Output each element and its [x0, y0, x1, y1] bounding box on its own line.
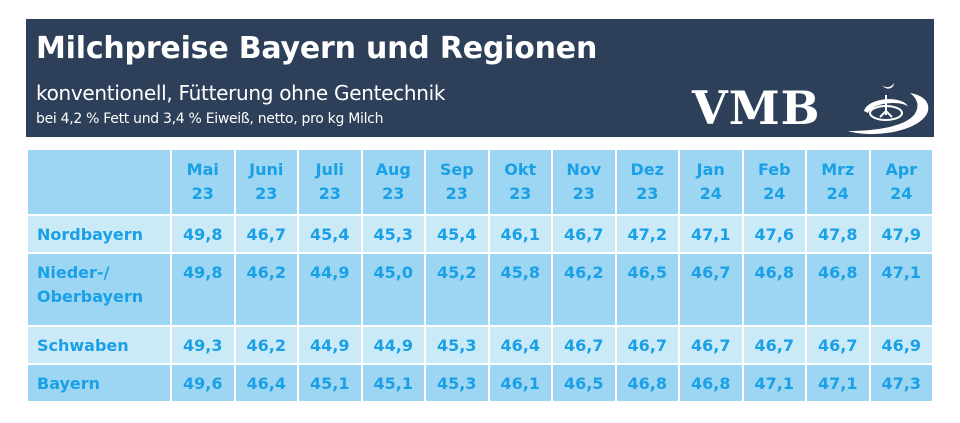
- price-cell: 49,6: [170, 363, 236, 403]
- unit-note: bei 4,2 % Fett und 3,4 % Eiweiß, netto, …: [36, 111, 384, 127]
- price-cell: 49,8: [170, 214, 236, 254]
- price-cell: 47,1: [741, 363, 807, 403]
- row-label: Schwaben: [26, 325, 172, 365]
- column-header: Mrz 24: [805, 148, 871, 216]
- price-cell: 46,2: [233, 252, 299, 327]
- price-cell: 45,1: [297, 363, 363, 403]
- price-cell: 47,8: [805, 214, 871, 254]
- price-cell: 47,2: [614, 214, 680, 254]
- page-subtitle: konventionell, Fütterung ohne Gentechnik: [36, 81, 446, 105]
- price-cell: 49,3: [170, 325, 236, 365]
- price-cell: 46,7: [678, 252, 744, 327]
- milk-price-table: Mai 23 Juni 23 Juli 23 Aug 23 Sep 23 Okt 23 No…: [26, 148, 934, 403]
- table-row-nordbayern: Nordbayern 49,8 46,7 45,4 45,3 45,4 46,1…: [26, 214, 934, 254]
- table-row-nieder-oberbayern: Nieder-/Oberbayern 49,8 46,2 44,9 45,0 4…: [26, 252, 934, 327]
- column-header: Juni 23: [233, 148, 299, 216]
- price-cell: 46,9: [868, 325, 934, 365]
- price-cell: 46,8: [741, 252, 807, 327]
- column-header: Sep 23: [424, 148, 490, 216]
- logo-text: VMB: [692, 81, 821, 135]
- column-header: Aug 23: [360, 148, 426, 216]
- price-cell: 45,8: [487, 252, 553, 327]
- price-cell: 46,8: [614, 363, 680, 403]
- price-cell: 44,9: [297, 252, 363, 327]
- corner-cell: [26, 148, 172, 216]
- price-cell: 46,8: [805, 252, 871, 327]
- price-cell: 46,7: [741, 325, 807, 365]
- price-cell: 47,1: [868, 252, 934, 327]
- price-cell: 47,3: [868, 363, 934, 403]
- price-cell: 45,4: [297, 214, 363, 254]
- table-row-schwaben: Schwaben 49,3 46,2 44,9 44,9 45,3 46,4 4…: [26, 325, 934, 365]
- row-label: Nordbayern: [26, 214, 172, 254]
- price-cell: 46,2: [551, 252, 617, 327]
- price-cell: 45,3: [424, 325, 490, 365]
- milk-drop-swirl-icon: [848, 83, 929, 135]
- price-cell: 46,2: [233, 325, 299, 365]
- price-cell: 46,8: [678, 363, 744, 403]
- price-cell: 46,4: [233, 363, 299, 403]
- column-header: Jan 24: [678, 148, 744, 216]
- price-cell: 46,5: [551, 363, 617, 403]
- price-cell: 46,1: [487, 214, 553, 254]
- row-label: Nieder-/Oberbayern: [26, 252, 172, 327]
- price-cell: 46,7: [805, 325, 871, 365]
- price-cell: 47,1: [805, 363, 871, 403]
- column-header: Juli 23: [297, 148, 363, 216]
- price-cell: 47,1: [678, 214, 744, 254]
- price-cell: 49,8: [170, 252, 236, 327]
- row-label: Bayern: [26, 363, 172, 403]
- vmb-logo: VMB: [692, 81, 932, 137]
- price-cell: 46,7: [678, 325, 744, 365]
- price-cell: 45,4: [424, 214, 490, 254]
- column-header: Feb 24: [741, 148, 807, 216]
- price-cell: 46,1: [487, 363, 553, 403]
- column-header: Okt 23: [487, 148, 553, 216]
- table-header-row: Mai 23 Juni 23 Juli 23 Aug 23 Sep 23 Okt 23 No…: [26, 148, 934, 216]
- price-cell: 45,0: [360, 252, 426, 327]
- column-header: Mai 23: [170, 148, 236, 216]
- price-cell: 46,7: [233, 214, 299, 254]
- price-cell: 46,4: [487, 325, 553, 365]
- column-header: Apr 24: [868, 148, 934, 216]
- price-cell: 47,6: [741, 214, 807, 254]
- price-cell: 45,3: [424, 363, 490, 403]
- column-header: Nov 23: [551, 148, 617, 216]
- price-cell: 46,5: [614, 252, 680, 327]
- table-row-bayern: Bayern 49,6 46,4 45,1 45,1 45,3 46,1 46,…: [26, 363, 934, 403]
- price-cell: 44,9: [297, 325, 363, 365]
- price-cell: 46,7: [551, 214, 617, 254]
- price-cell: 45,2: [424, 252, 490, 327]
- price-cell: 47,9: [868, 214, 934, 254]
- price-cell: 44,9: [360, 325, 426, 365]
- header-banner: Milchpreise Bayern und Regionen konventi…: [26, 19, 934, 137]
- column-header: Dez 23: [614, 148, 680, 216]
- price-cell: 46,7: [551, 325, 617, 365]
- price-cell: 46,7: [614, 325, 680, 365]
- price-cell: 45,3: [360, 214, 426, 254]
- price-cell: 45,1: [360, 363, 426, 403]
- page-title: Milchpreise Bayern und Regionen: [36, 31, 598, 66]
